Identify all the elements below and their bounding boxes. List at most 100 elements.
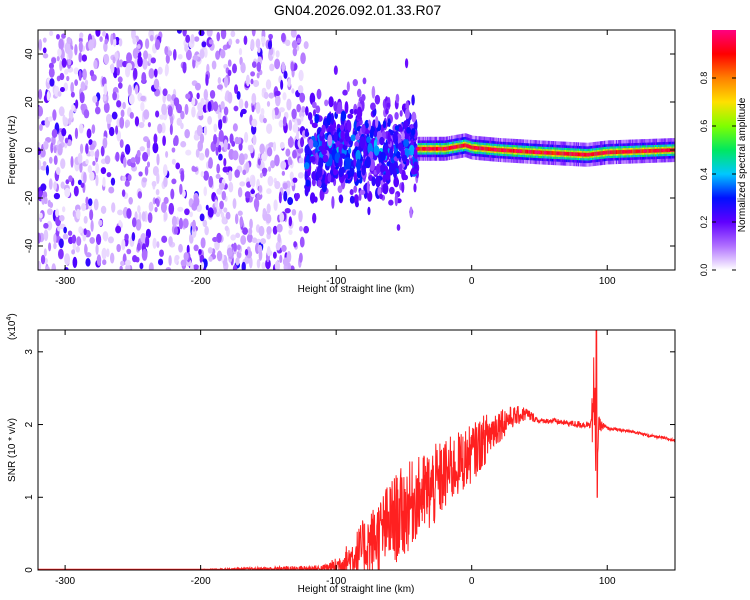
snr-panel: -300 -200 -100 0 100 0 1 2 3 Height of straight… xyxy=(6,313,676,595)
spectrogram-cell xyxy=(251,61,257,69)
spectrogram-cell xyxy=(159,114,166,120)
spectrogram-cell xyxy=(487,147,490,151)
spectrogram-cell xyxy=(182,30,187,37)
spectrogram-cell xyxy=(118,82,123,89)
spectrogram-cell xyxy=(273,199,278,211)
spectrogram-cell xyxy=(549,151,552,155)
spectrogram-cell xyxy=(165,150,169,158)
spectrogram-cell xyxy=(379,164,386,173)
spectrogram-cell xyxy=(118,219,122,228)
spectrogram-cell xyxy=(144,165,149,176)
spectrogram-cell xyxy=(297,85,304,94)
spectrogram-cell xyxy=(53,146,57,154)
spectrogram-cell xyxy=(239,181,246,187)
spectrogram-cell xyxy=(102,259,107,266)
spectrogram-cell xyxy=(93,59,98,70)
spectrogram-cell xyxy=(212,236,218,243)
spectrogram-cell xyxy=(525,149,528,154)
spectrogram-cell xyxy=(94,106,101,115)
colorbar-tick-label: 0.8 xyxy=(699,72,709,85)
spectrogram-cell xyxy=(60,158,66,169)
spectrogram-cell xyxy=(537,150,541,154)
spectrogram-cell xyxy=(129,112,134,119)
spectrogram-cell xyxy=(362,77,367,85)
spectrogram-cell xyxy=(156,198,160,208)
spectrogram-cell xyxy=(326,113,332,126)
spectrogram-cell xyxy=(411,94,415,106)
spectrogram-cell xyxy=(77,152,83,164)
spectrogram-cell xyxy=(608,150,610,155)
snr-y-tick-label: 3 xyxy=(24,349,35,355)
spectrogram-cell xyxy=(349,195,355,204)
spectrogram-cell xyxy=(74,79,79,86)
spectrogram-cell xyxy=(61,58,67,68)
spectrogram-cell xyxy=(184,208,190,216)
spectrogram-cell xyxy=(394,125,399,131)
spectrogram-cell xyxy=(389,147,394,159)
spectrogram-cell xyxy=(249,218,253,230)
spectrogram-cell xyxy=(346,81,350,92)
spectrogram-cell xyxy=(166,94,172,102)
spectrogram-cell xyxy=(217,111,222,120)
spectrogram-cell xyxy=(294,193,299,202)
spectrogram-cell xyxy=(56,167,61,175)
spectrogram-cell xyxy=(75,208,81,220)
spectrogram-cell xyxy=(393,160,399,170)
spectrogram-cell xyxy=(53,181,57,191)
spectrogram-cell xyxy=(352,79,358,87)
spectrogram-cell xyxy=(647,149,649,153)
spectrogram-cell xyxy=(556,151,560,155)
spectrogram-cell xyxy=(222,115,227,124)
spectrogram-cell xyxy=(142,57,148,70)
spectrogram-cell xyxy=(59,87,65,93)
spectrogram-cell xyxy=(255,38,261,49)
spectrogram-cell xyxy=(365,156,371,169)
spectrogram-cell xyxy=(282,257,289,266)
spectrogram-cell xyxy=(389,186,395,195)
spectrogram-cell xyxy=(437,147,441,151)
spectrogram-cell xyxy=(266,245,271,257)
spectrogram-cell xyxy=(126,248,132,255)
spectrogram-cell xyxy=(156,172,160,185)
spectrogram-cell xyxy=(137,205,141,213)
spectrogram-cell xyxy=(259,143,265,155)
spectrogram-cell xyxy=(237,187,243,198)
spectrogram-cell xyxy=(58,38,64,51)
spectrogram-cell xyxy=(80,103,85,112)
spectrogram-cell xyxy=(134,84,139,95)
spectrogram-cell xyxy=(42,53,49,59)
spectrogram-cell xyxy=(102,137,108,149)
spectrogram-cell xyxy=(240,62,246,74)
spectrogram-cell xyxy=(262,117,267,124)
spectrogram-cell xyxy=(161,122,166,134)
spectrogram-cell xyxy=(199,48,205,59)
spectrogram-cell xyxy=(338,167,344,178)
spectrogram-cell xyxy=(333,131,338,143)
spectrogram-cell xyxy=(363,186,368,200)
spectrogram-cell xyxy=(288,229,293,236)
spectrogram-y-tick-label: 20 xyxy=(24,96,35,108)
spectrogram-cell xyxy=(300,136,305,148)
spectrogram-cell xyxy=(277,233,281,244)
spectrogram-cell xyxy=(218,182,225,190)
spectrogram-cell xyxy=(154,206,158,213)
spectrogram-cell xyxy=(283,70,288,79)
spectrogram-cell xyxy=(185,49,192,61)
spectrogram-cell xyxy=(340,129,345,140)
spectrogram-cell xyxy=(546,151,551,155)
snr-y-tick-label: 1 xyxy=(24,494,35,500)
spectrogram-cell xyxy=(506,148,508,153)
spectrogram-cell xyxy=(286,98,292,111)
spectrogram-cell xyxy=(215,50,221,60)
spectrogram-x-tick-label: 0 xyxy=(469,276,475,287)
spectrogram-cell xyxy=(45,164,50,176)
spectrogram-cell xyxy=(594,152,596,156)
spectrogram-cell xyxy=(85,257,91,267)
spectrogram-cell xyxy=(398,163,403,175)
spectrogram-cell xyxy=(486,147,489,151)
spectrogram-cell xyxy=(200,261,205,270)
spectrogram-cell xyxy=(648,149,650,153)
spectrogram-cell xyxy=(38,260,42,270)
spectrogram-cell xyxy=(572,152,574,156)
spectrogram-cell xyxy=(47,116,54,122)
